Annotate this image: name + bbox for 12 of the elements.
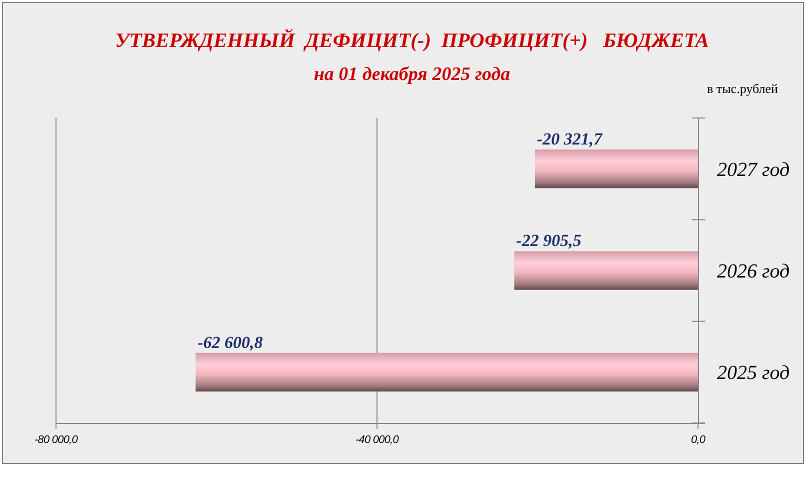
chart-subtitle: на 01 декабря 2025 года <box>314 64 511 85</box>
x-tick-label: -40 000,0 <box>356 434 400 446</box>
data-label: -62 600,8 <box>198 332 264 352</box>
y-tick-label: 2025 год <box>717 362 790 384</box>
text: в тыс.рублей <box>707 81 778 96</box>
data-label: -22 905,5 <box>516 231 582 250</box>
chart-title: УТВЕРЖДЕННЫЙ ДЕФИЦИТ(-) ПРОФИЦИТ(+) БЮДЖЕТА <box>115 28 709 52</box>
x-tick-label: 0,0 <box>690 434 706 446</box>
data-label: -20 321,7 <box>536 130 604 149</box>
y-tick-label: 2026 год <box>717 260 790 282</box>
x-tick-label: -80 000,0 <box>34 434 79 446</box>
y-tick-label: 2027 год <box>717 158 790 181</box>
